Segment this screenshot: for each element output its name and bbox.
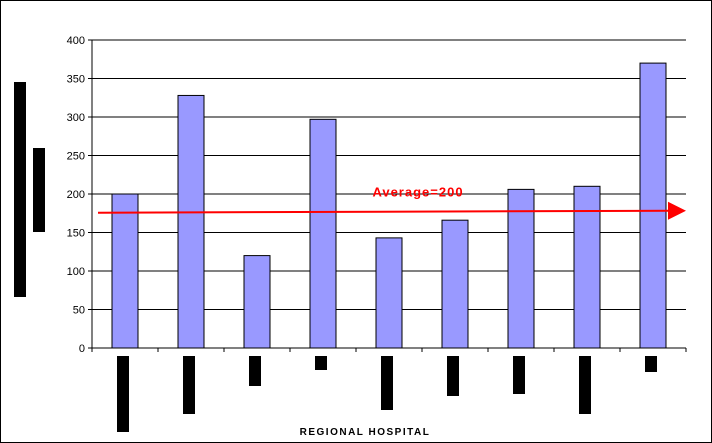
bar <box>639 62 667 349</box>
bar <box>441 219 469 349</box>
bar <box>573 185 601 349</box>
y-tick-label: 350 <box>67 74 85 86</box>
average-line: Average=200 <box>97 185 686 220</box>
average-line-stroke <box>97 209 671 214</box>
y-tick-label: 300 <box>67 112 85 124</box>
bar <box>111 193 139 349</box>
bar <box>309 118 337 349</box>
bar <box>243 255 271 349</box>
y-tick-label: 100 <box>67 266 85 278</box>
redacted-category-label <box>315 356 327 370</box>
redacted-category-label <box>183 356 195 414</box>
y-tick-label: 0 <box>79 343 85 355</box>
bar <box>375 237 403 349</box>
average-arrowhead <box>668 201 686 220</box>
y-tick-label: 200 <box>67 189 85 201</box>
y-axis-ticks: 0 50 100 150 200 250 300 350 400 <box>67 35 92 355</box>
redacted-ylabel-block <box>33 148 45 232</box>
y-tick-label: 250 <box>67 151 85 163</box>
y-tick-label: 150 <box>67 228 85 240</box>
redacted-category-label <box>645 356 657 372</box>
y-tick-label: 400 <box>67 35 85 47</box>
bar <box>177 94 205 349</box>
axes <box>91 40 687 352</box>
redacted-category-label <box>447 356 459 396</box>
redacted-ylabel-block <box>14 82 26 297</box>
redacted-category-label <box>249 356 261 386</box>
redacted-category-label <box>579 356 591 414</box>
average-label: Average=200 <box>372 185 463 200</box>
bar <box>507 188 535 349</box>
x-axis-title: REGIONAL HOSPITAL <box>300 427 431 438</box>
redaction-marks <box>14 82 657 432</box>
y-tick-label: 50 <box>73 305 85 317</box>
redacted-category-label <box>117 356 129 432</box>
bars <box>111 62 667 349</box>
redacted-category-label <box>381 356 393 410</box>
redacted-category-label <box>513 356 525 394</box>
